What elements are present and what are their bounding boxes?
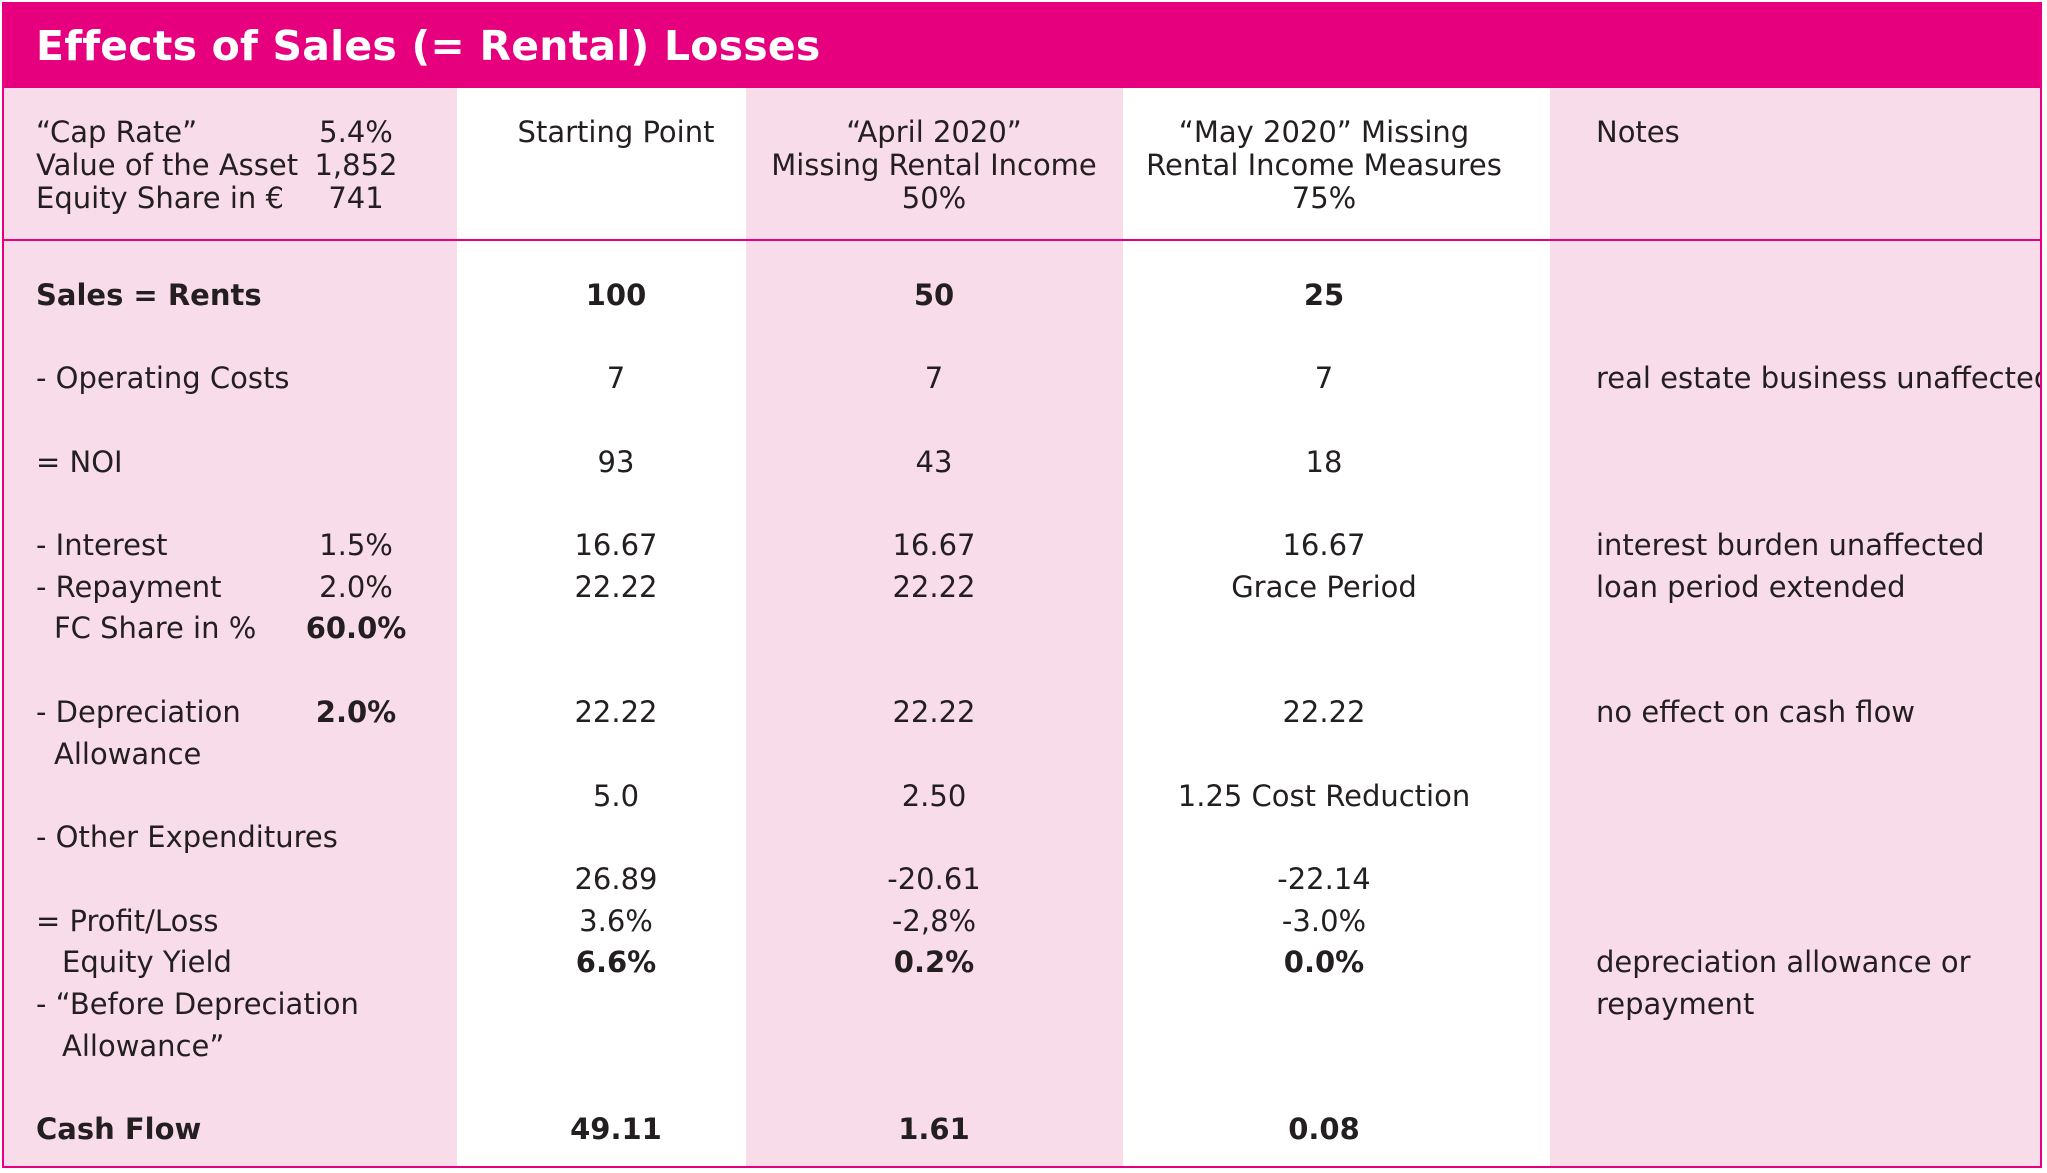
- cell-other-start: 5.0: [592, 779, 640, 813]
- note-repayment: loan period extended: [1596, 570, 1906, 604]
- row-label-cash-flow: Cash Flow: [36, 1112, 202, 1146]
- note-operating: real estate business unaffected: [1596, 361, 2042, 395]
- cell-profit-may: -3.0%: [1281, 904, 1367, 938]
- cell-operating-may: 7: [1314, 361, 1334, 395]
- param-value-cap-rate: 5.4%: [319, 115, 393, 149]
- cell-noi-start: 93: [597, 445, 635, 479]
- row-label-before-depreciation: - “Before Depreciation: [36, 987, 359, 1021]
- param-value-asset-value: 1,852: [314, 148, 398, 182]
- cell-cash-flow-april: 1.61: [898, 1112, 970, 1146]
- cell-noi-may: 18: [1305, 445, 1343, 479]
- header-april-line1: “April 2020”: [846, 115, 1022, 149]
- param-label-equity-share: Equity Share in €: [36, 181, 284, 215]
- row-label-other-expenditures: - Other Expenditures: [36, 820, 338, 854]
- cell-cash-flow-start: 49.11: [570, 1112, 662, 1146]
- header-divider: [4, 239, 2040, 241]
- cell-profit-start: 3.6%: [579, 904, 653, 938]
- title-bar: Effects of Sales (= Rental) Losses: [4, 4, 2040, 88]
- row-label-fc-share: FC Share in %: [54, 611, 257, 645]
- cell-depreciation-april: 22.22: [892, 695, 976, 729]
- row-label-depreciation-line2: Allowance: [54, 737, 202, 771]
- note-depreciation: no effect on cash flow: [1596, 695, 1916, 729]
- row-label-profit-loss: = Profit/Loss: [36, 904, 219, 938]
- cell-sales-start: 100: [585, 278, 647, 312]
- header-may-line3: 75%: [1291, 181, 1357, 215]
- cell-fc-share-rate: 60.0%: [305, 611, 407, 645]
- cell-repayment-rate: 2.0%: [319, 570, 393, 604]
- page-title: Effects of Sales (= Rental) Losses: [36, 22, 821, 70]
- row-label-interest: - Interest: [36, 528, 168, 562]
- header-april-line2: Missing Rental Income: [771, 148, 1097, 182]
- cell-profit-value-april: -20.61: [887, 862, 981, 896]
- cell-equity-yield-may: 0.0%: [1283, 945, 1365, 979]
- header-may-line2: Rental Income Measures: [1146, 148, 1502, 182]
- row-label-equity-yield: Equity Yield: [62, 945, 232, 979]
- cell-operating-start: 7: [606, 361, 626, 395]
- cell-cash-flow-may: 0.08: [1288, 1112, 1360, 1146]
- param-label-asset-value: Value of the Asset: [36, 148, 299, 182]
- cell-repayment-start: 22.22: [574, 570, 658, 604]
- cell-depreciation-may: 22.22: [1282, 695, 1366, 729]
- cell-repayment-april: 22.22: [892, 570, 976, 604]
- cell-other-may: 1.25 Cost Reduction: [1177, 779, 1471, 813]
- cell-equity-yield-april: 0.2%: [893, 945, 975, 979]
- cell-interest-rate: 1.5%: [319, 528, 393, 562]
- may-2020-column: [1123, 88, 1550, 1166]
- note-equity-yield: depreciation allowance or: [1596, 945, 1971, 979]
- header-notes: Notes: [1596, 115, 1680, 149]
- cell-sales-april: 50: [913, 278, 955, 312]
- header-april-line3: 50%: [901, 181, 967, 215]
- param-label-cap-rate: “Cap Rate”: [36, 115, 198, 149]
- starting-point-column: [457, 88, 746, 1166]
- note-interest: interest burden unaffected: [1596, 528, 1985, 562]
- row-label-depreciation: - Depreciation: [36, 695, 241, 729]
- april-2020-column: [746, 88, 1123, 1166]
- cell-noi-april: 43: [915, 445, 953, 479]
- cell-other-april: 2.50: [901, 779, 967, 813]
- cell-operating-april: 7: [924, 361, 944, 395]
- param-value-equity-share: 741: [328, 181, 384, 215]
- cell-equity-yield-start: 6.6%: [575, 945, 657, 979]
- row-label-before-depreciation-line2: Allowance”: [62, 1029, 225, 1063]
- cell-depreciation-start: 22.22: [574, 695, 658, 729]
- cell-interest-start: 16.67: [574, 528, 658, 562]
- row-label-operating-costs: - Operating Costs: [36, 361, 290, 395]
- cell-repayment-may: Grace Period: [1231, 570, 1417, 604]
- cell-depreciation-rate: 2.0%: [315, 695, 397, 729]
- label-column: [4, 88, 457, 1166]
- row-label-sales: Sales = Rents: [36, 278, 262, 312]
- cell-interest-april: 16.67: [892, 528, 976, 562]
- row-label-repayment: - Repayment: [36, 570, 222, 604]
- cell-profit-value-start: 26.89: [574, 862, 658, 896]
- note-equity-yield-line2: repayment: [1596, 987, 1755, 1021]
- row-label-noi: = NOI: [36, 445, 123, 479]
- notes-column: [1550, 88, 2040, 1166]
- cell-sales-may: 25: [1303, 278, 1345, 312]
- cell-interest-may: 16.67: [1282, 528, 1366, 562]
- header-may-line1: “May 2020” Missing: [1178, 115, 1470, 149]
- header-starting-point: Starting Point: [517, 115, 715, 149]
- cell-profit-april: -2,8%: [891, 904, 977, 938]
- cell-profit-value-may: -22.14: [1277, 862, 1371, 896]
